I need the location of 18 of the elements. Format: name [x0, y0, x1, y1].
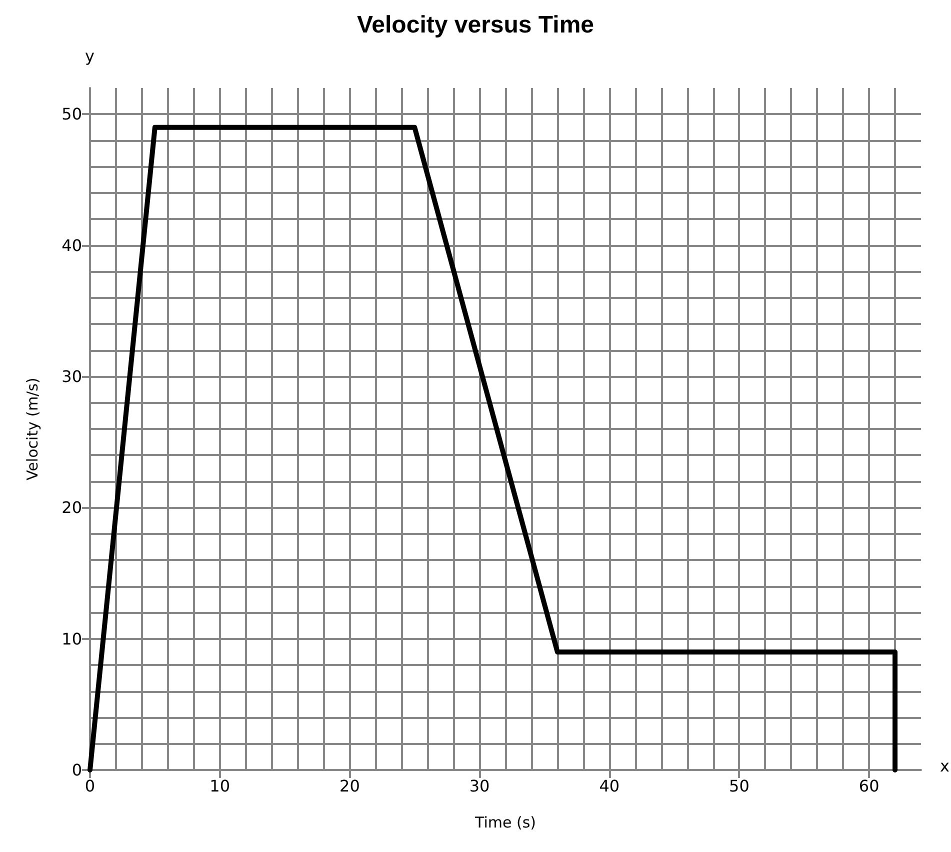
y-tick-label: 40	[62, 236, 82, 255]
x-tick-label: 30	[469, 776, 490, 796]
x-axis-title: Time (s)	[474, 814, 536, 832]
x-tick-label: 0	[84, 776, 96, 796]
chart-title: Velocity versus Time	[356, 12, 594, 38]
y-tick-label: 0	[72, 760, 82, 780]
x-tick-label: 20	[340, 776, 360, 796]
y-tick-label: 50	[62, 104, 82, 124]
y-axis-title: Velocity (m/s)	[24, 378, 42, 480]
text: y	[85, 46, 94, 66]
y-tick-label: 10	[62, 629, 82, 648]
x-tick-label: 10	[210, 776, 230, 796]
text: x	[940, 756, 950, 776]
y-tick-label: 20	[62, 498, 82, 518]
x-tick-label: 60	[858, 776, 880, 796]
y-tick-label: 30	[62, 367, 82, 386]
x-tick-label: 40	[599, 776, 620, 796]
x-tick-label: 50	[729, 776, 750, 796]
